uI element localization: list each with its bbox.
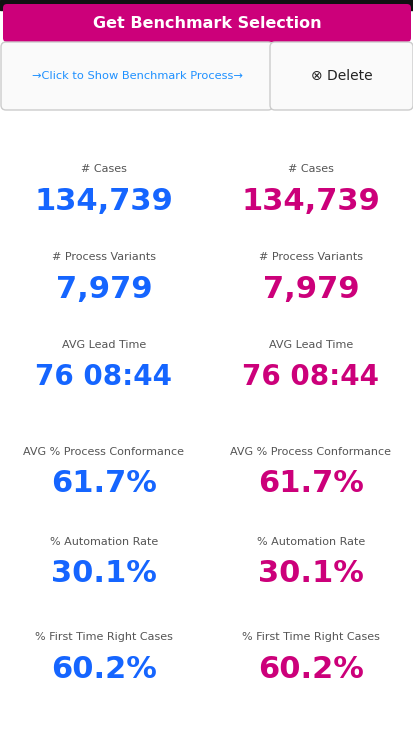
Text: AVG % Process Conformance: AVG % Process Conformance	[230, 447, 391, 457]
Text: # Cases: # Cases	[287, 164, 333, 174]
Text: % Automation Rate: % Automation Rate	[256, 537, 364, 547]
Text: 7,979: 7,979	[262, 274, 358, 303]
Text: 76 08:44: 76 08:44	[242, 363, 379, 391]
Text: 134,739: 134,739	[241, 186, 380, 216]
Text: 76 08:44: 76 08:44	[36, 363, 172, 391]
Text: ⊗ Delete: ⊗ Delete	[310, 69, 371, 83]
Text: # Process Variants: # Process Variants	[259, 252, 362, 262]
Text: 7,979: 7,979	[56, 274, 152, 303]
FancyBboxPatch shape	[3, 4, 410, 42]
FancyBboxPatch shape	[269, 42, 412, 110]
Text: # Cases: # Cases	[81, 164, 127, 174]
Bar	[0, 0, 413, 10]
Text: AVG Lead Time: AVG Lead Time	[62, 340, 146, 350]
Text: # Process Variants: # Process Variants	[52, 252, 156, 262]
Text: % First Time Right Cases: % First Time Right Cases	[242, 632, 379, 642]
Text: 60.2%: 60.2%	[51, 655, 157, 683]
Text: % First Time Right Cases: % First Time Right Cases	[35, 632, 173, 642]
Text: →Click to Show Benchmark Process→: →Click to Show Benchmark Process→	[31, 71, 242, 81]
FancyBboxPatch shape	[1, 42, 272, 110]
Text: % Automation Rate: % Automation Rate	[50, 537, 158, 547]
Text: 61.7%: 61.7%	[257, 470, 363, 498]
Text: AVG Lead Time: AVG Lead Time	[268, 340, 352, 350]
Text: AVG % Process Conformance: AVG % Process Conformance	[24, 447, 184, 457]
Text: 61.7%: 61.7%	[51, 470, 157, 498]
Text: 134,739: 134,739	[34, 186, 173, 216]
Text: 30.1%: 30.1%	[51, 559, 157, 589]
Text: 60.2%: 60.2%	[257, 655, 363, 683]
Text: Get Benchmark Selection: Get Benchmark Selection	[93, 15, 320, 31]
Text: 30.1%: 30.1%	[257, 559, 363, 589]
